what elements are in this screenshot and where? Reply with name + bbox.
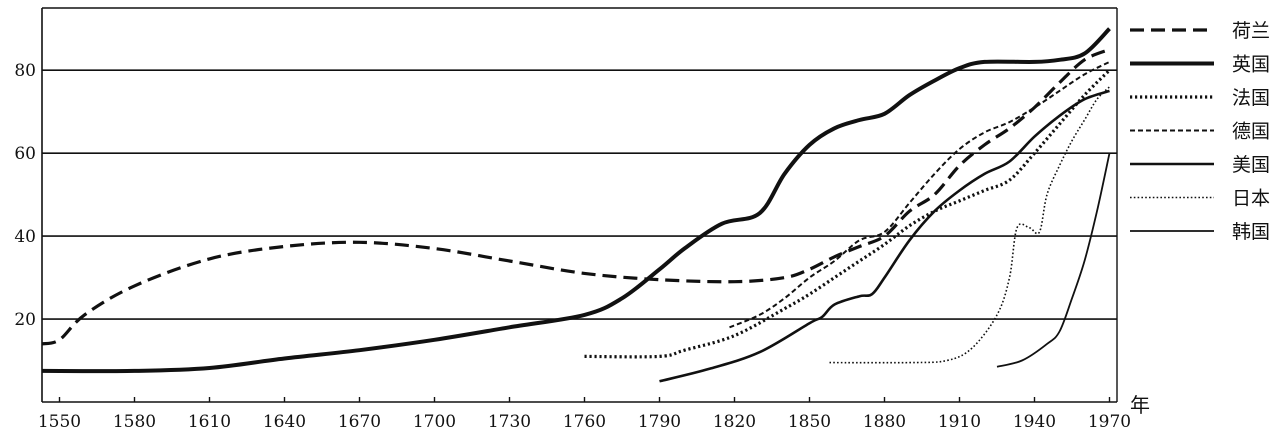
x-tick-label: 1730	[488, 412, 531, 432]
series-line-1	[41, 48, 1111, 346]
legend-label-6: 日本	[1232, 188, 1270, 210]
y-axis-ticks: 20 40 60 80	[14, 61, 36, 330]
x-tick-label: 1850	[788, 412, 831, 432]
gridlines	[42, 69, 1117, 320]
plot-frame	[41, 7, 1118, 403]
legend-label-1: 荷兰	[1232, 20, 1270, 42]
legend-label-2: 英国	[1232, 54, 1270, 76]
x-tick-label: 1970	[1088, 412, 1131, 432]
x-tick-label: 1580	[113, 412, 156, 432]
x-tick-label: 1940	[1013, 412, 1056, 432]
series-line-5	[659, 89, 1110, 383]
y-tick-label: 20	[14, 310, 36, 330]
series-line-3	[584, 69, 1111, 359]
legend-label-4: 德国	[1232, 121, 1270, 143]
y-tick-label: 40	[14, 227, 36, 247]
x-tick-label: 1790	[638, 412, 681, 432]
series-line-7	[996, 153, 1111, 368]
x-tick-label: 1550	[38, 412, 81, 432]
x-axis-unit-label: 年	[1130, 393, 1150, 417]
y-tick-label: 80	[14, 61, 36, 81]
legend-label-3: 法国	[1232, 87, 1270, 109]
x-tick-label: 1700	[413, 412, 456, 432]
series-line-6	[829, 86, 1111, 364]
x-tick-label: 1670	[338, 412, 381, 432]
series-line-2	[41, 27, 1111, 374]
legend-label-5: 美国	[1232, 154, 1270, 176]
series-layer	[41, 27, 1111, 383]
x-tick-label: 1760	[563, 412, 606, 432]
x-tick-label: 1910	[938, 412, 981, 432]
series-line-4	[729, 61, 1110, 329]
x-tick-label: 1820	[713, 412, 756, 432]
x-tick-label: 1610	[188, 412, 231, 432]
x-tick-label: 1880	[863, 412, 906, 432]
legend-label-7: 韩国	[1232, 221, 1270, 243]
x-tick-label: 1640	[263, 412, 306, 432]
x-axis-ticks: 1550 1580 1610 1640 1670 1700 1730 1760 1790 1820…	[38, 397, 1131, 432]
y-tick-label: 60	[14, 144, 36, 164]
